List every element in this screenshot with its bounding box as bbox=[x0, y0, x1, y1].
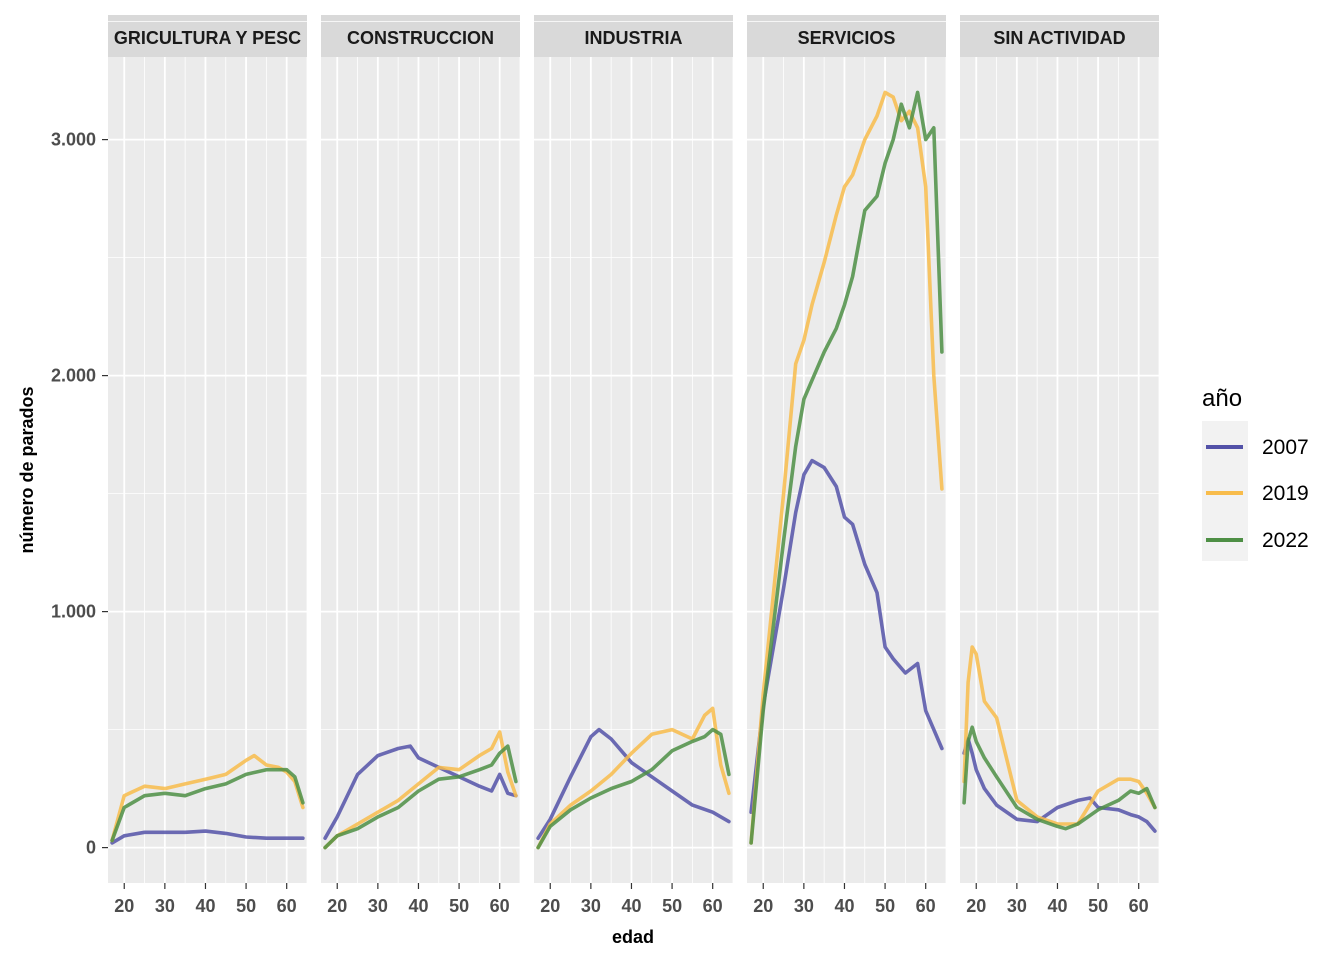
legend-title: año bbox=[1202, 385, 1242, 412]
legend-label-2022: 2022 bbox=[1262, 529, 1309, 552]
facet-strip-label: GRICULTURA Y PESC bbox=[114, 28, 301, 48]
facet-panel: SERVICIOS bbox=[747, 15, 947, 883]
x-tick-label: 40 bbox=[621, 896, 641, 916]
facet-plot-background bbox=[534, 57, 733, 883]
series-line-2007 bbox=[536, 727, 731, 841]
x-axis-title: edad bbox=[612, 927, 654, 947]
facet-plot-background bbox=[747, 57, 946, 883]
facet-panel: GRICULTURA Y PESC bbox=[108, 15, 308, 883]
facet-plot-background bbox=[960, 57, 1159, 883]
series-line-2007 bbox=[323, 744, 518, 841]
facet-strip-label: SERVICIOS bbox=[798, 28, 896, 48]
series-line-2019 bbox=[536, 706, 731, 850]
facet-panel: SIN ACTIVIDAD bbox=[960, 15, 1160, 883]
legend-label-2019: 2019 bbox=[1262, 482, 1309, 505]
legend-label-2007: 2007 bbox=[1262, 436, 1309, 459]
series-line-2022 bbox=[749, 90, 944, 845]
x-tick-label: 60 bbox=[490, 896, 510, 916]
facet-strip-label: SIN ACTIVIDAD bbox=[993, 28, 1125, 48]
x-tick-label: 30 bbox=[581, 896, 601, 916]
y-axis-title: número de parados bbox=[17, 386, 37, 553]
x-tick-label: 20 bbox=[966, 896, 986, 916]
x-tick-label: 30 bbox=[368, 896, 388, 916]
x-tick-label: 40 bbox=[1047, 896, 1067, 916]
axes-layer: 0 1.000 2.000 3.000 20 30 40 50 60 20 30 40 50 60 20 30… bbox=[51, 130, 1149, 916]
y-tick-label: 2.000 bbox=[51, 366, 96, 386]
x-tick-label: 40 bbox=[834, 896, 854, 916]
x-tick-label: 40 bbox=[195, 896, 215, 916]
facet-panel: INDUSTRIA bbox=[534, 15, 734, 883]
facet-strip-label: CONSTRUCCION bbox=[347, 28, 494, 48]
series-line-2019 bbox=[323, 730, 518, 850]
x-tick-label: 20 bbox=[327, 896, 347, 916]
x-tick-label: 60 bbox=[1129, 896, 1149, 916]
lines-layer bbox=[110, 90, 1157, 850]
x-tick-label: 50 bbox=[662, 896, 682, 916]
series-line-2019 bbox=[749, 90, 944, 845]
panels-layer: GRICULTURA Y PESC CONSTRUCCION INDUSTRIA SE… bbox=[108, 15, 1160, 883]
facet-panel: CONSTRUCCION bbox=[321, 15, 521, 883]
series-line-2022 bbox=[323, 744, 518, 850]
x-tick-label: 30 bbox=[1007, 896, 1027, 916]
facet-plot-background bbox=[321, 57, 520, 883]
x-tick-label: 60 bbox=[916, 896, 936, 916]
series-line-2022 bbox=[536, 727, 731, 850]
x-tick-label: 30 bbox=[155, 896, 175, 916]
facet-plot-background bbox=[108, 57, 307, 883]
x-tick-label: 50 bbox=[875, 896, 895, 916]
y-tick-label: 1.000 bbox=[51, 602, 96, 622]
y-tick-label: 3.000 bbox=[51, 130, 96, 150]
x-tick-label: 50 bbox=[1088, 896, 1108, 916]
x-tick-label: 20 bbox=[114, 896, 134, 916]
series-line-2007 bbox=[749, 458, 944, 815]
x-tick-label: 20 bbox=[753, 896, 773, 916]
x-tick-label: 50 bbox=[449, 896, 469, 916]
series-line-2022 bbox=[962, 725, 1157, 831]
series-line-2007 bbox=[962, 737, 1157, 833]
x-tick-label: 40 bbox=[408, 896, 428, 916]
facet-strip-label: INDUSTRIA bbox=[585, 28, 683, 48]
series-line-2019 bbox=[962, 645, 1157, 826]
y-tick-label: 0 bbox=[86, 838, 96, 858]
x-tick-label: 60 bbox=[703, 896, 723, 916]
series-line-2022 bbox=[110, 767, 305, 843]
series-line-2007 bbox=[110, 829, 305, 845]
x-tick-label: 50 bbox=[236, 896, 256, 916]
x-tick-label: 20 bbox=[540, 896, 560, 916]
x-tick-label: 30 bbox=[794, 896, 814, 916]
x-tick-label: 60 bbox=[277, 896, 297, 916]
legend: año 2007 2019 2022 bbox=[1202, 385, 1309, 561]
